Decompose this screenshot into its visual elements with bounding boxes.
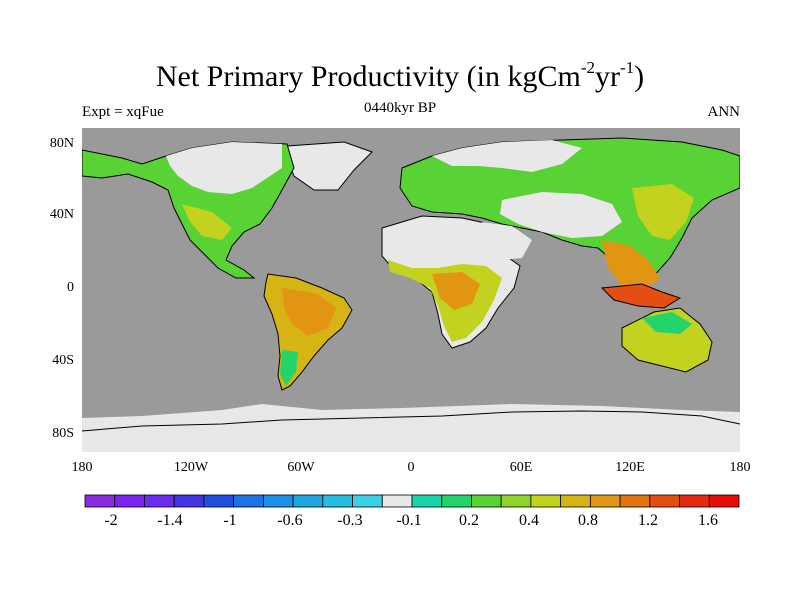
title-main: Net Primary Productivity (in kgCm <box>155 60 581 93</box>
central-asia-desert <box>500 192 622 238</box>
lon-tick-120e: 120E <box>615 460 645 475</box>
title-exp1: -2 <box>580 58 595 77</box>
colorbar-swatch <box>322 494 353 508</box>
colorbar-swatch <box>203 494 235 508</box>
lat-tick-80s: 80S <box>52 426 74 441</box>
lat-tick-40n: 40N <box>49 207 74 222</box>
south-america-core <box>282 288 336 336</box>
colorbar-swatch <box>708 494 740 508</box>
lon-tick-0: 0 <box>407 460 415 475</box>
lat-tick-80n: 80N <box>49 136 74 151</box>
lat-tick-40s: 40S <box>52 353 74 368</box>
colorbar-swatch <box>352 494 383 508</box>
cb-label-4: -0.6 <box>277 512 303 529</box>
colorbar-swatch <box>381 494 413 508</box>
colorbar-swatch <box>84 494 116 508</box>
north-america-warm <box>182 204 232 240</box>
colorbar-swatch <box>649 494 680 508</box>
cb-label-1: -2 <box>104 512 118 529</box>
world-map <box>82 128 740 452</box>
colorbar <box>84 494 740 508</box>
map-title: Net Primary Productivity (in kgCm-2yr-1) <box>0 58 800 94</box>
cb-label-9: 0.8 <box>578 512 598 529</box>
colorbar-swatch <box>173 494 205 508</box>
colorbar-swatch <box>441 494 472 508</box>
patagonia <box>280 350 298 386</box>
colorbar-swatch <box>411 494 443 508</box>
indonesia <box>600 283 682 309</box>
colorbar-swatch <box>679 494 710 508</box>
map-subtitle: 0440kyr BP <box>363 100 437 116</box>
cb-label-8: 0.4 <box>519 512 539 529</box>
title-end: ) <box>634 60 645 93</box>
colorbar-swatch <box>560 494 591 508</box>
colorbar-swatch <box>114 494 145 508</box>
north-america-ice <box>166 142 282 194</box>
lon-tick-60e: 60E <box>509 460 533 475</box>
colorbar-swatch <box>471 494 502 508</box>
colorbar-swatch <box>292 494 324 508</box>
cb-label-3: -1 <box>223 512 237 529</box>
colorbar-swatch <box>500 494 532 508</box>
eurasia-ice <box>432 140 582 172</box>
title-mid: yr <box>594 60 620 93</box>
lat-tick-0: 0 <box>67 280 74 295</box>
antarctica-ice <box>82 404 740 452</box>
colorbar-swatch <box>619 494 651 508</box>
middle-east-desert <box>482 222 532 260</box>
colorbar-swatch <box>144 494 175 508</box>
colorbar-swatch <box>233 494 264 508</box>
colorbar-swatch <box>262 494 294 508</box>
cb-label-2: -1.4 <box>157 512 183 529</box>
se-asia <box>602 240 660 292</box>
cb-label-6: -0.1 <box>396 512 422 529</box>
antarctica-coast <box>82 410 740 432</box>
east-asia <box>632 184 694 240</box>
cb-label-7: 0.2 <box>459 512 479 529</box>
cb-label-11: 1.6 <box>698 512 718 529</box>
colorbar-swatch <box>530 494 562 508</box>
cb-label-5: -0.3 <box>337 512 363 529</box>
lon-tick-120w: 120W <box>173 460 209 475</box>
lon-tick-180e: 180 <box>729 460 751 475</box>
title-exp2: -1 <box>619 58 635 77</box>
cb-label-10: 1.2 <box>638 512 658 529</box>
season-label: ANN <box>707 104 741 120</box>
colorbar-swatch <box>589 494 621 508</box>
africa-core <box>432 272 480 310</box>
experiment-label: Expt = xqFue <box>82 104 164 120</box>
australia-north <box>642 312 692 334</box>
lon-tick-60w: 60W <box>287 460 315 475</box>
lon-tick-180w: 180 <box>71 460 93 475</box>
